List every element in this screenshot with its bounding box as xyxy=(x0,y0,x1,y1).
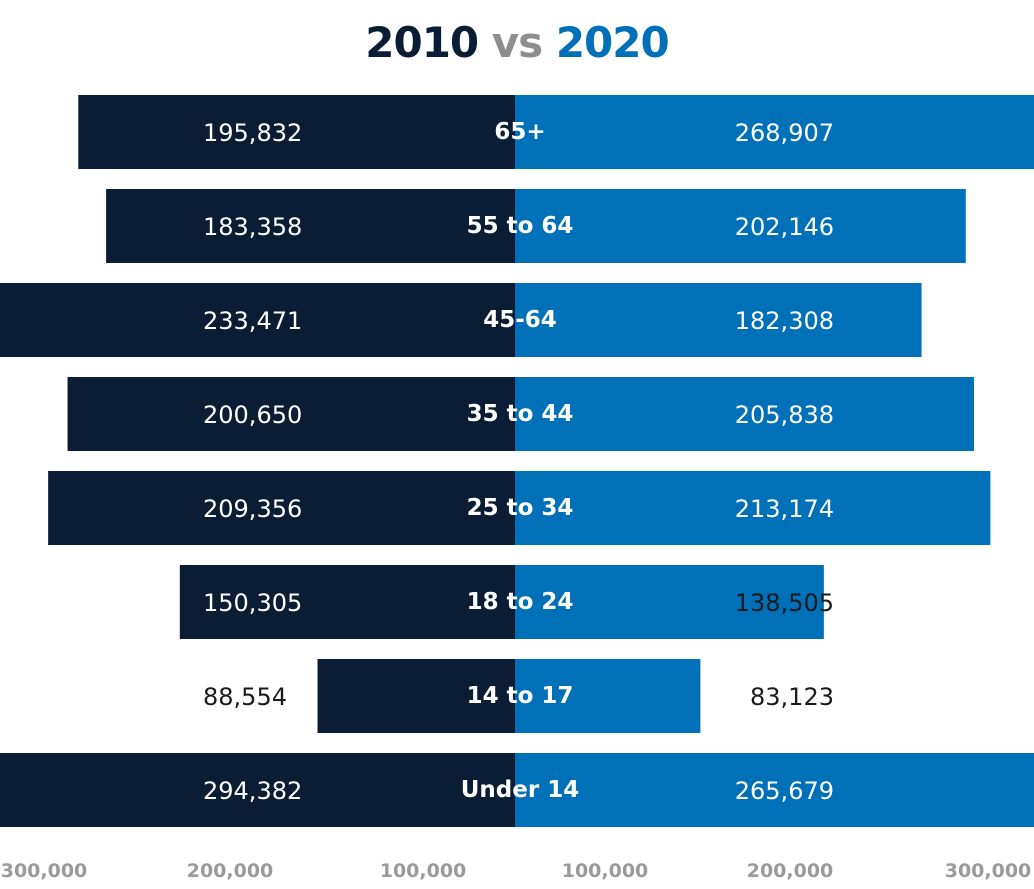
bar-2020 xyxy=(515,659,701,733)
x-tick-label-right: 200,000 xyxy=(747,860,834,882)
category-label: 65+ xyxy=(494,119,545,145)
bar-2020 xyxy=(515,565,824,639)
x-tick-label-left: 200,000 xyxy=(187,860,274,882)
bar-2010 xyxy=(317,659,515,733)
bar-2010 xyxy=(0,753,515,827)
bar-2020 xyxy=(515,283,922,357)
bar-2020 xyxy=(515,471,991,545)
x-tick-label-right: 300,000 xyxy=(945,860,1032,882)
value-label-2010: 209,356 xyxy=(203,495,302,523)
bar-2020 xyxy=(515,377,975,451)
bar-2010 xyxy=(67,377,515,451)
value-label-2020: 268,907 xyxy=(735,119,834,147)
x-tick-label-right: 100,000 xyxy=(562,860,649,882)
bar-2020 xyxy=(515,95,1034,169)
value-label-2010: 183,358 xyxy=(203,213,302,241)
value-label-2010: 88,554 xyxy=(203,683,287,711)
category-label: 55 to 64 xyxy=(467,213,574,239)
value-label-2010: 200,650 xyxy=(203,401,302,429)
bar-2010 xyxy=(179,565,515,639)
title-year-2020: 2020 xyxy=(555,18,670,67)
value-label-2010: 150,305 xyxy=(203,589,302,617)
value-label-2010: 294,382 xyxy=(203,777,302,805)
value-label-2010: 233,471 xyxy=(203,307,302,335)
bar-2010 xyxy=(0,283,515,357)
x-tick-label-left: 100,000 xyxy=(380,860,467,882)
title-vs: vs xyxy=(491,18,543,67)
title-year-2010: 2010 xyxy=(365,18,479,67)
value-label-2010: 195,832 xyxy=(203,119,302,147)
category-label: Under 14 xyxy=(461,777,579,803)
value-label-2020: 182,308 xyxy=(735,307,834,335)
bar-2020 xyxy=(515,189,966,263)
category-label: 35 to 44 xyxy=(467,401,574,427)
value-label-2020: 265,679 xyxy=(735,777,834,805)
value-label-2020: 202,146 xyxy=(735,213,834,241)
value-label-2020: 83,123 xyxy=(750,683,834,711)
chart-title: 2010 vs 2020 xyxy=(0,18,1034,67)
bar-2010 xyxy=(106,189,515,263)
bar-2020 xyxy=(515,753,1034,827)
category-label: 45-64 xyxy=(483,307,557,333)
value-label-2020: 205,838 xyxy=(735,401,834,429)
bar-2010 xyxy=(48,471,516,545)
category-label: 18 to 24 xyxy=(467,589,574,615)
category-label: 25 to 34 xyxy=(467,495,574,521)
category-label: 14 to 17 xyxy=(467,683,574,709)
bar-2010 xyxy=(78,95,515,169)
value-label-2020: 213,174 xyxy=(735,495,834,523)
x-tick-label-left: 300,000 xyxy=(1,860,88,882)
value-label-2020: 138,505 xyxy=(735,589,834,617)
